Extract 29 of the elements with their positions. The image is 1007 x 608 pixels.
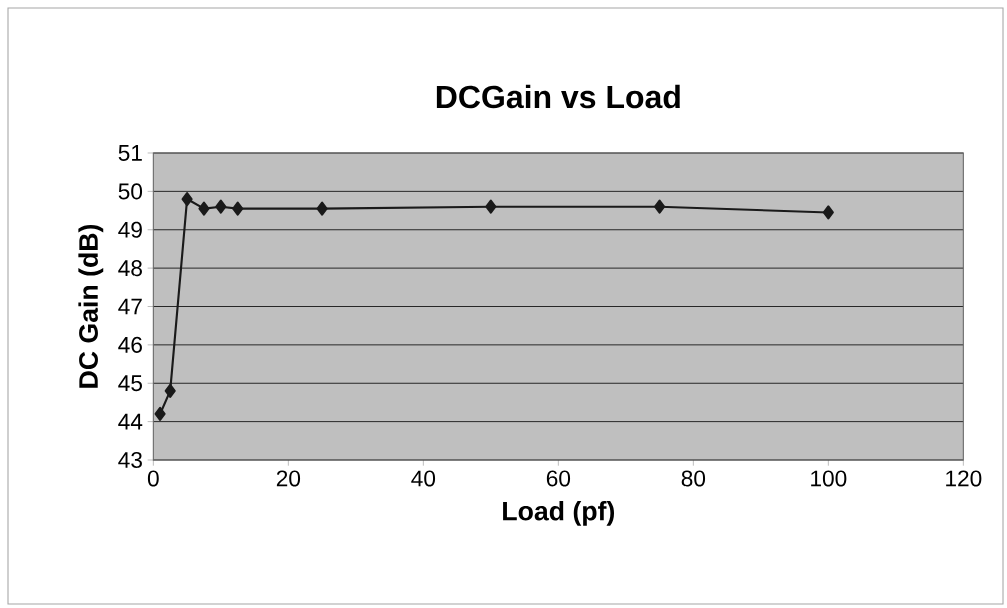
x-axis-title: Load (pf) [503,500,615,526]
point [164,383,176,398]
point [232,201,244,216]
point [654,199,666,214]
point [154,406,166,422]
x-tick-label: 100 [811,470,847,487]
point [822,205,834,220]
y-tick-label: 51 [118,145,142,161]
y-tick-label: 46 [118,336,142,353]
y-axis-title: DC Gain (dB) [78,224,104,388]
y-tick-label: 44 [118,413,143,430]
point [485,199,497,214]
y-tick-label: 50 [118,183,143,200]
x-tick-label: 120 [946,470,982,487]
point [316,201,328,216]
y-tick-label: 49 [118,221,142,238]
y-tick-label: 43 [118,451,142,469]
x-tick-label: 80 [681,470,706,487]
point [215,199,227,214]
x-tick-label: 0 [147,470,159,487]
x-tick-label: 20 [276,470,301,487]
chart-title: DCGain vs Load [436,84,680,109]
x-tick-label: 40 [411,470,436,487]
y-tick-label: 47 [118,298,142,315]
point [198,201,210,216]
point [181,191,193,207]
y-tick-label: 48 [118,260,142,277]
x-tick-label: 60 [546,470,571,487]
y-tick-label: 45 [118,375,142,392]
